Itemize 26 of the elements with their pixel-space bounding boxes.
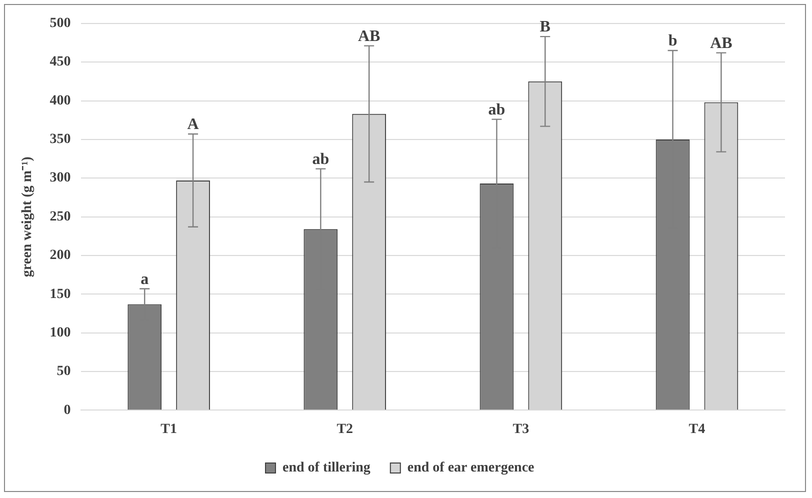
x-tick-label: T1	[160, 422, 177, 438]
annotation: B	[540, 18, 551, 36]
y-axis-title: green weight (g m⁻¹)	[20, 156, 36, 278]
y-tick-label: 200	[50, 248, 71, 264]
y-tick-label: 0	[64, 402, 71, 418]
x-tick-label: T2	[336, 422, 354, 438]
y-tick-label: 500	[50, 16, 71, 32]
annotation: ab	[488, 101, 506, 118]
legend-label: end of tillering	[282, 460, 370, 476]
legend-label: end of ear emergence	[407, 460, 534, 476]
y-tick-label: 400	[50, 93, 71, 108]
annotation: AB	[710, 34, 733, 52]
annotation: A	[187, 116, 200, 134]
y-tick-label: 350	[50, 132, 71, 148]
annotation: a	[140, 270, 149, 288]
y-tick-label: 50	[56, 364, 71, 380]
y-tick-label: 150	[50, 286, 71, 302]
y-tick-label: 250	[50, 209, 71, 224]
y-tick-label: 100	[50, 325, 71, 340]
y-tick-label: 450	[50, 54, 71, 70]
annotation: b	[668, 32, 678, 50]
annotation: ab	[312, 150, 330, 168]
y-tick-label: 300	[50, 170, 71, 186]
x-tick-label: T3	[512, 422, 530, 438]
annotation: AB	[358, 28, 381, 45]
x-tick-label: T4	[688, 422, 706, 438]
